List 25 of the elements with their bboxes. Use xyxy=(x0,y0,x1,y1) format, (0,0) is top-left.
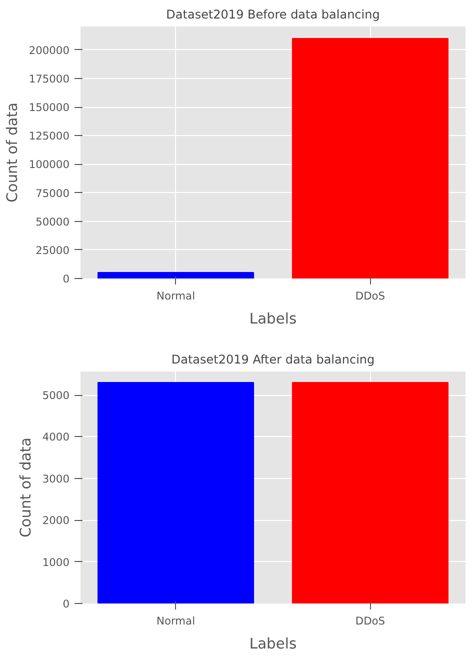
x-axis-title: Labels xyxy=(249,636,297,652)
x-tick-label: Normal xyxy=(156,290,196,302)
y-tick-label: 200000 xyxy=(28,44,70,57)
y-tick-label: 25000 xyxy=(36,244,70,257)
y-tick-label: 5000 xyxy=(42,389,70,402)
y-tick-label: 125000 xyxy=(28,130,70,143)
y-axis-title: Count of data xyxy=(17,438,34,538)
y-tick-label: 4000 xyxy=(42,430,70,444)
chart-title: Dataset2019 After data balancing xyxy=(171,352,375,366)
x-tick-label: Normal xyxy=(156,614,196,628)
y-tick-label: 0 xyxy=(62,598,70,610)
x-tick-label: DDoS xyxy=(355,614,386,628)
y-tick-label: 1000 xyxy=(42,556,70,569)
y-tick-label: 175000 xyxy=(28,72,70,86)
y-tick-label: 75000 xyxy=(36,186,70,200)
y-tick-label: 3000 xyxy=(42,472,70,486)
y-tick-label: 2000 xyxy=(42,514,70,528)
x-tick-label: DDoS xyxy=(355,290,386,302)
y-tick-label: 50000 xyxy=(36,215,70,228)
y-tick-label: 150000 xyxy=(28,101,70,114)
chart-title: Dataset2019 Before data balancing xyxy=(166,8,380,22)
x-axis-title: Labels xyxy=(249,310,297,328)
y-tick-label: 100000 xyxy=(28,158,70,172)
y-axis-title: Count of data xyxy=(4,102,21,202)
y-tick-label: 0 xyxy=(62,272,70,286)
